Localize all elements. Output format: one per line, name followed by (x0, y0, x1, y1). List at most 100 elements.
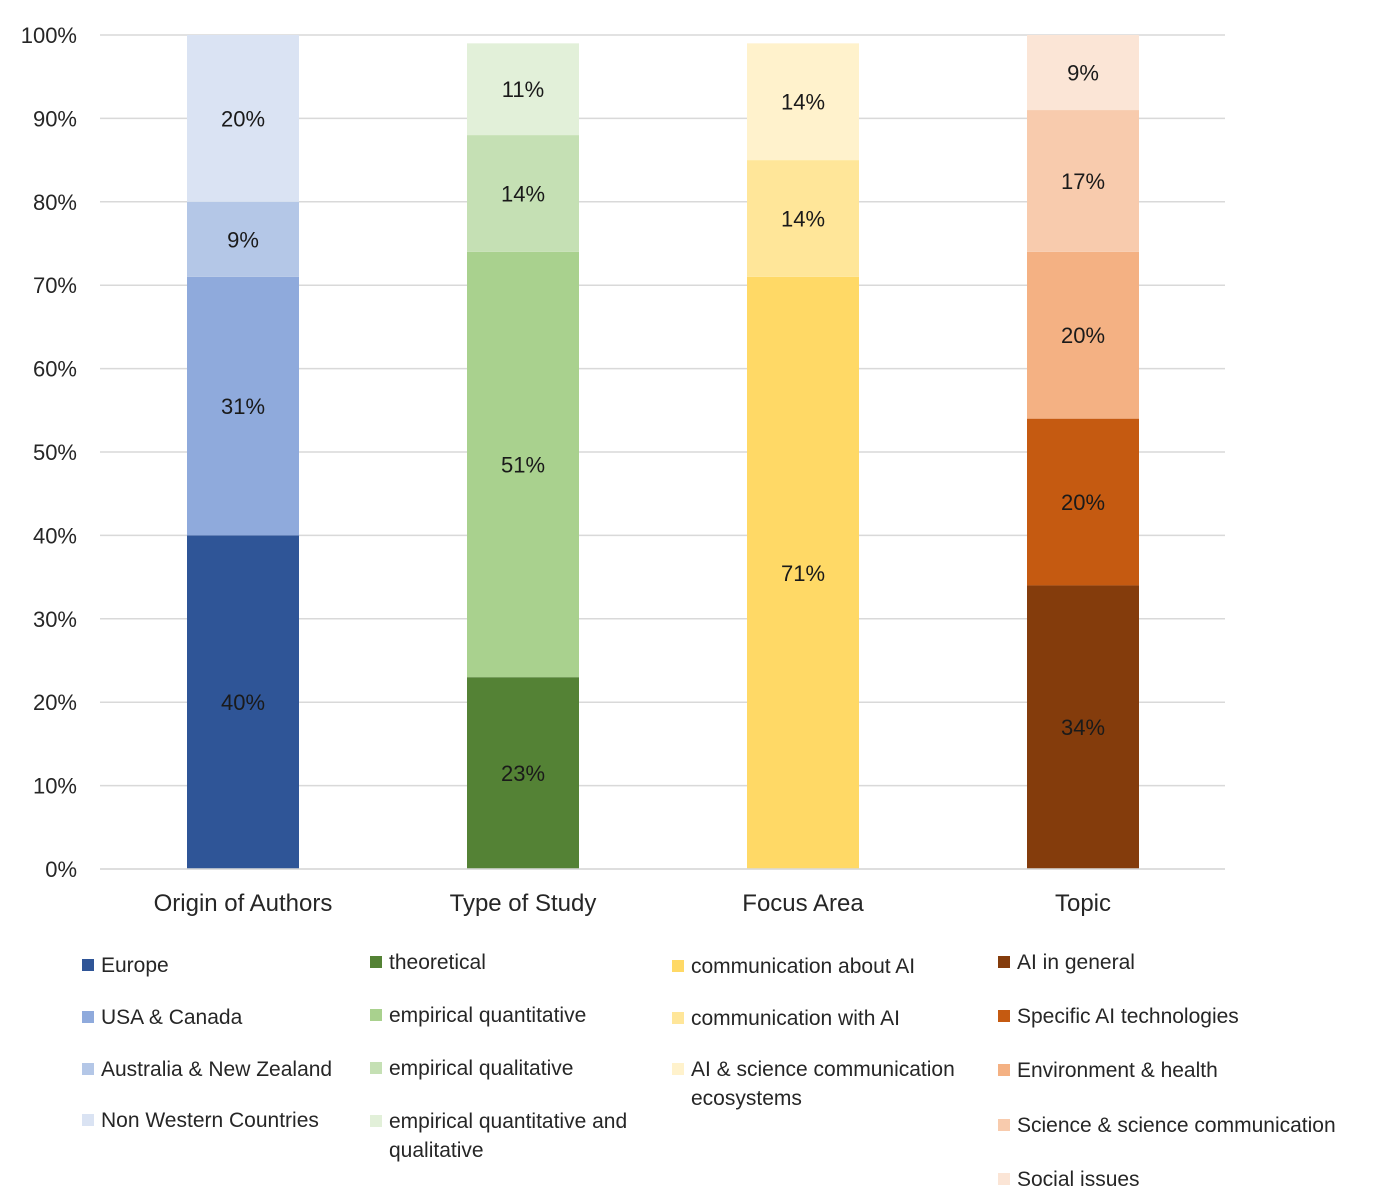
bar-segment (1027, 251, 1139, 419)
data-label: 14% (781, 90, 825, 115)
legend-label: USA & Canada (101, 1006, 243, 1029)
legend-label: Non Western Countries (101, 1109, 319, 1132)
legend-swatch (672, 1063, 684, 1075)
bar-segment (187, 276, 299, 536)
legend-item: USA & Canada (82, 1006, 243, 1029)
legend-swatch (82, 959, 94, 971)
legend-label: AI & science communication ecosystems (691, 1058, 955, 1110)
bar-segment (747, 276, 859, 869)
legend-item: communication about AI (672, 955, 915, 978)
bar-segment (747, 160, 859, 277)
data-label: 9% (227, 227, 259, 252)
y-tick-label: 80% (33, 190, 77, 215)
y-tick-label: 30% (33, 607, 77, 632)
legend-swatch (370, 1115, 382, 1127)
legend-label: Europe (101, 954, 169, 977)
bar-segment (187, 201, 299, 277)
bars: 40% 31% 9% 20% 23% 51% 14% 11% 71% 14% 14% 34% 20% 20… (187, 35, 1139, 869)
data-label: 31% (221, 394, 265, 419)
data-label: 51% (501, 453, 545, 478)
legend-item: AI in general (998, 951, 1135, 974)
bar-segment (1027, 110, 1139, 252)
y-tick-label: 70% (33, 273, 77, 298)
y-tick-label: 50% (33, 440, 77, 465)
bar-stack: 23% 51% 14% 11% (467, 43, 579, 869)
data-label: 20% (1061, 490, 1105, 515)
legend-swatch (370, 1009, 382, 1021)
data-label: 9% (1067, 61, 1099, 86)
legend-label: communication about AI (691, 955, 915, 978)
legend-swatch (998, 1064, 1010, 1076)
legend-swatch (998, 1173, 1010, 1185)
legend-swatch (998, 1119, 1010, 1131)
legend-swatch (998, 956, 1010, 968)
bar-segment (467, 43, 579, 136)
y-axis: 0% 10% 20% 30% 40% 50% 60% 70% 80% 90% 100% (21, 23, 77, 882)
bar-segment (1027, 418, 1139, 586)
legend-label: theoretical (389, 951, 486, 974)
legend: Europe USA & Canada Australia & New Zealan… (82, 951, 1336, 1191)
legend-label: Science & science communication (1017, 1114, 1336, 1137)
legend-swatch (82, 1011, 94, 1023)
data-label: 20% (221, 106, 265, 131)
bar-segment (467, 677, 579, 869)
bar-segment (467, 251, 579, 678)
legend-swatch (672, 1012, 684, 1024)
legend-item: Specific AI technologies (998, 1005, 1239, 1028)
bar-stack: 40% 31% 9% 20% (187, 35, 299, 869)
x-category-label: Topic (1055, 890, 1111, 917)
bar-segment (467, 135, 579, 252)
data-label: 71% (781, 561, 825, 586)
legend-swatch (370, 956, 382, 968)
legend-label: Specific AI technologies (1017, 1005, 1239, 1028)
legend-item: AI & science communication ecosystems (672, 1058, 955, 1110)
legend-item: Social issues (998, 1168, 1140, 1191)
legend-item: empirical quantitative (370, 1004, 586, 1027)
legend-item: Environment & health (998, 1059, 1218, 1082)
legend-item: empirical quantitative and qualitative (370, 1110, 627, 1162)
legend-label: communication with AI (691, 1007, 900, 1030)
legend-label: Australia & New Zealand (101, 1058, 332, 1081)
y-tick-label: 60% (33, 357, 77, 382)
bar-segment (187, 35, 299, 202)
legend-item: Non Western Countries (82, 1109, 319, 1132)
data-label: 20% (1061, 323, 1105, 348)
x-axis: Origin of Authors Type of Study Focus Area… (154, 890, 1111, 917)
legend-label: empirical quantitative (389, 1004, 586, 1027)
bar-stack: 34% 20% 20% 17% 9% (1027, 35, 1139, 869)
y-tick-label: 90% (33, 106, 77, 131)
legend-swatch (82, 1063, 94, 1075)
x-category-label: Focus Area (742, 890, 864, 917)
data-label: 40% (221, 690, 265, 715)
data-label: 34% (1061, 715, 1105, 740)
data-label: 14% (781, 206, 825, 231)
legend-label: Social issues (1017, 1168, 1140, 1191)
legend-item: empirical qualitative (370, 1057, 573, 1080)
bar-stack: 71% 14% 14% (747, 43, 859, 869)
y-tick-label: 0% (45, 857, 77, 882)
legend-label: AI in general (1017, 951, 1135, 974)
legend-label: Environment & health (1017, 1059, 1218, 1082)
x-category-label: Origin of Authors (154, 890, 333, 917)
bar-segment (1027, 585, 1139, 869)
y-tick-label: 100% (21, 23, 77, 48)
bar-segment (1027, 35, 1139, 111)
legend-item: Europe (82, 954, 169, 977)
legend-item: Australia & New Zealand (82, 1058, 332, 1081)
legend-swatch (370, 1062, 382, 1074)
legend-swatch (82, 1114, 94, 1126)
bar-segment (747, 43, 859, 161)
data-label: 23% (501, 761, 545, 786)
legend-item: Science & science communication (998, 1114, 1336, 1137)
y-tick-label: 20% (33, 690, 77, 715)
legend-label: empirical qualitative (389, 1057, 573, 1080)
y-tick-label: 10% (33, 774, 77, 799)
legend-swatch (672, 960, 684, 972)
legend-swatch (998, 1010, 1010, 1022)
x-category-label: Type of Study (450, 890, 597, 917)
y-tick-label: 40% (33, 523, 77, 548)
bar-segment (187, 535, 299, 869)
data-label: 11% (502, 77, 544, 102)
data-label: 17% (1061, 169, 1105, 194)
